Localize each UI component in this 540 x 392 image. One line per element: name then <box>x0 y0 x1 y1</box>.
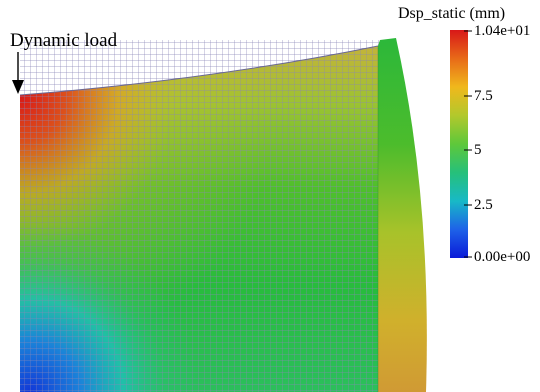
legend-tick-label: 5 <box>474 142 482 158</box>
legend-tick-label: 7.5 <box>474 88 493 104</box>
legend-tick-label: 2.5 <box>474 197 493 213</box>
deformed-block <box>20 46 378 392</box>
legend-tick-marks <box>464 30 472 258</box>
dynamic-load-label: Dynamic load <box>10 30 118 51</box>
curved-side-strip <box>378 38 427 392</box>
legend-color-bar <box>450 30 468 258</box>
load-arrow-icon <box>12 52 24 94</box>
legend-title: Dsp_static (mm) <box>398 5 506 22</box>
legend-max-label: 1.04e+01 <box>474 23 531 39</box>
deformed-top-edge <box>19 45 379 96</box>
legend-min-label: 0.00e+00 <box>474 249 531 265</box>
